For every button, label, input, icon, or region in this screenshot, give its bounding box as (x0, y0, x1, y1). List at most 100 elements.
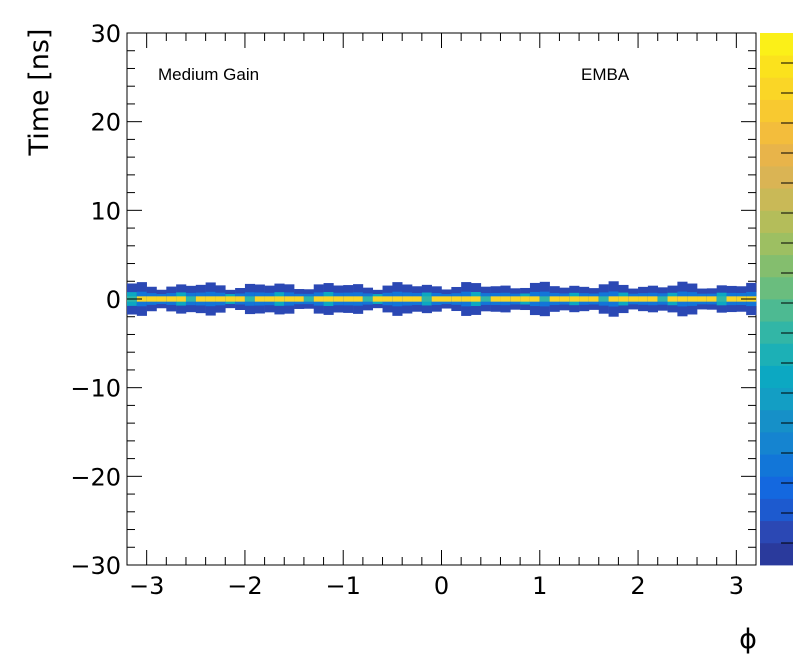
heatmap-cell (529, 296, 541, 302)
heatmap-cell (372, 296, 383, 302)
heatmap-cell (628, 296, 639, 302)
y-tick-label: 0 (106, 286, 121, 314)
heatmap-cell (421, 296, 432, 302)
y-tick-label: 10 (90, 197, 121, 225)
x-tick-label: 1 (532, 572, 547, 600)
x-tick-label: −3 (129, 572, 164, 600)
heatmap-cell (176, 296, 187, 302)
annotation-medium-gain: Medium Gain (158, 65, 259, 84)
heatmap-cell (156, 296, 167, 302)
x-axis-title: ϕ (739, 624, 757, 655)
heatmap-cell (225, 296, 236, 302)
heatmap-cell (510, 296, 521, 302)
colorbar-swatch (760, 254, 793, 278)
colorbar-swatch (760, 498, 793, 522)
colorbar-swatch (760, 33, 793, 56)
heatmap-cell (697, 296, 708, 302)
colorbar-swatch (760, 210, 793, 233)
heatmap-cell (412, 296, 423, 302)
heatmap-cell (215, 296, 226, 302)
colorbar-swatch (760, 409, 793, 433)
colorbar-swatch (760, 77, 793, 100)
heatmap-cell (559, 296, 570, 302)
annotation-emba: EMBA (581, 65, 630, 84)
heatmap-cell (313, 296, 324, 302)
colorbar-swatch (760, 476, 793, 499)
heatmap-cell (235, 296, 246, 302)
heatmap-cell (716, 296, 727, 302)
heatmap-cell (451, 296, 462, 302)
heatmap-cell (441, 296, 452, 302)
colorbar-swatch (760, 99, 793, 123)
heatmap-cell (608, 296, 619, 302)
colorbar-swatch (760, 432, 793, 455)
colorbar-swatch (760, 276, 793, 300)
heatmap-cell (353, 296, 364, 302)
heatmap-cell (254, 296, 265, 302)
heatmap-cell (618, 296, 629, 302)
heatmap-cell (480, 296, 491, 302)
heatmap-cell (588, 296, 600, 302)
heatmap-cell (569, 296, 580, 302)
colorbar-swatch (760, 166, 793, 189)
heatmap-cell (382, 296, 393, 302)
heatmap-cell (323, 296, 334, 302)
heatmap-cell (264, 296, 275, 302)
heatmap-cells (127, 281, 757, 317)
colorbar-swatch (760, 121, 793, 145)
heatmap-cell (657, 296, 668, 302)
heatmap-cell (333, 296, 344, 302)
heatmap-cell (539, 296, 550, 302)
colorbar-swatch (760, 365, 793, 389)
colorbar-swatch (760, 55, 793, 78)
heatmap-cell (520, 296, 531, 302)
colorbar-swatch (760, 321, 793, 344)
heatmap-cell (726, 296, 737, 302)
heatmap-cell (706, 296, 717, 302)
heatmap-cell (392, 296, 403, 302)
heatmap-cell (146, 296, 157, 302)
colorbar (760, 33, 793, 566)
colorbar-swatch (760, 188, 793, 211)
heatmap-cell (667, 296, 678, 302)
heatmap-cell (284, 296, 295, 302)
colorbar-swatch (760, 387, 793, 411)
colorbar-swatch (760, 542, 793, 566)
x-tick-label: 0 (434, 572, 449, 600)
colorbar-swatch (760, 520, 793, 544)
heatmap-cell (687, 296, 698, 302)
heatmap-cell (638, 296, 649, 302)
heatmap-cell (185, 296, 197, 302)
heatmap-cell (402, 296, 413, 302)
y-tick-label: 30 (90, 20, 121, 48)
heatmap-cell (470, 296, 482, 302)
heatmap-cell (303, 296, 315, 302)
colorbar-swatch (760, 454, 793, 477)
heatmap-cell (490, 296, 501, 302)
heatmap-cell (362, 296, 374, 302)
heatmap-cell (647, 296, 659, 302)
heatmap-cell (461, 296, 472, 302)
heatmap-cell (549, 296, 560, 302)
heatmap-cell (677, 296, 688, 302)
heatmap-cell (244, 296, 256, 302)
heatmap-cell (579, 296, 590, 302)
heatmap-cell (195, 296, 206, 302)
colorbar-swatch (760, 232, 793, 256)
heatmap-cell (500, 296, 511, 302)
heatmap-cell (166, 296, 177, 302)
colorbar-swatch (760, 299, 793, 322)
heatmap-cell (205, 296, 216, 302)
colorbar-swatch (760, 143, 793, 167)
colorbar-swatch (760, 343, 793, 366)
x-tick-label: 2 (630, 572, 645, 600)
y-tick-label: −30 (70, 552, 121, 580)
axis-ticks (126, 32, 757, 566)
x-tick-label: 3 (729, 572, 744, 600)
heatmap-cell (431, 296, 442, 302)
y-tick-label: −20 (70, 463, 121, 491)
heatmap-cell (294, 296, 305, 302)
heatmap-cell (598, 296, 609, 302)
